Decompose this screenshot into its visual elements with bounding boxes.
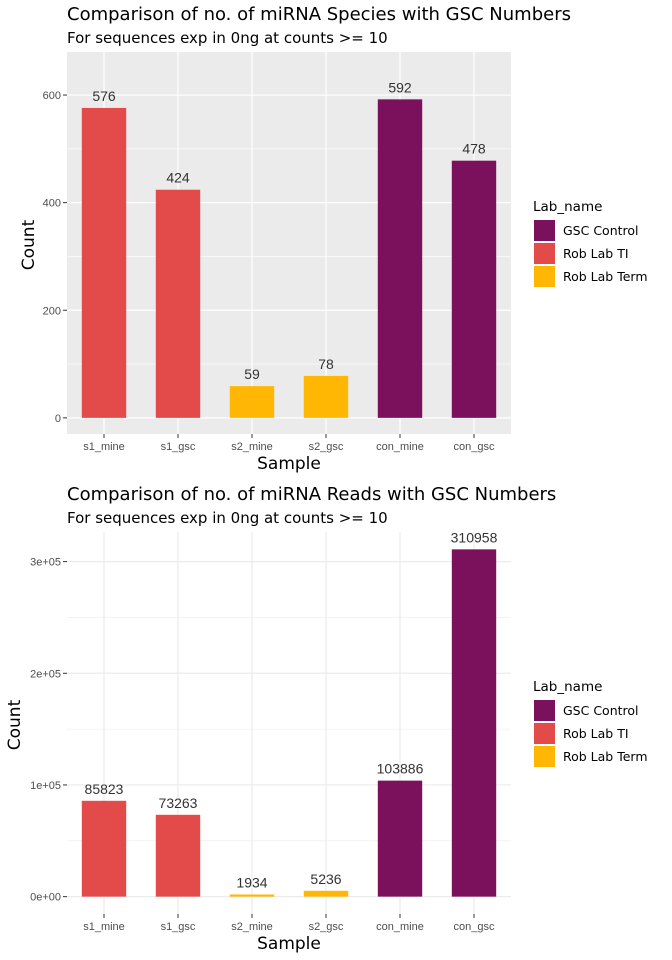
chart-subtitle: For sequences exp in 0ng at counts >= 10: [67, 509, 388, 527]
species-chart-svg: Comparison of no. of miRNA Species with …: [19, 4, 648, 474]
legend: Lab_name GSC Control Rob Lab TI Rob Lab Ter…: [533, 199, 648, 287]
legend-label-1: Rob Lab TI: [563, 246, 629, 261]
y-tick-label: 1e+05: [30, 780, 61, 792]
x-tick-label-con_gsc: con_gsc: [454, 921, 495, 933]
panel-background: [67, 532, 511, 914]
legend-title: Lab_name: [533, 679, 602, 695]
x-tick-label-s1_gsc: s1_gsc: [161, 921, 196, 933]
x-tick-label-s2_mine: s2_mine: [231, 921, 273, 933]
data-label-s1_gsc: 424: [166, 170, 190, 186]
y-tick-label: 2e+05: [30, 668, 61, 680]
chart-title: Comparison of no. of miRNA Reads with GS…: [67, 484, 556, 505]
reads-chart-svg: Comparison of no. of miRNA Reads with GS…: [5, 484, 648, 954]
data-label-s2_gsc: 78: [318, 356, 334, 372]
legend-label-1: Rob Lab TI: [563, 726, 629, 741]
y-tick-label: 0e+00: [30, 892, 61, 904]
bar-s1_mine: [81, 107, 127, 418]
x-tick-label-con_gsc: con_gsc: [454, 441, 495, 453]
legend-key-0: [534, 700, 555, 721]
x-axis-title: Sample: [257, 454, 321, 474]
y-tick-label: 0: [55, 413, 61, 425]
x-tick-label-s1_gsc: s1_gsc: [161, 441, 196, 453]
plot-area: 576 424 59 78 592 478 0 200 400 600 s1_mine s1_gsc s…: [43, 52, 511, 453]
legend-title: Lab_name: [533, 199, 602, 215]
legend-label-0: GSC Control: [563, 703, 639, 718]
chart-title: Comparison of no. of miRNA Species with …: [67, 4, 571, 25]
x-tick-label-s2_mine: s2_mine: [231, 441, 273, 453]
x-axis-title: Sample: [257, 934, 321, 954]
species-chart: Comparison of no. of miRNA Species with …: [19, 4, 648, 474]
data-label-s1_mine: 85823: [85, 781, 124, 797]
bar-con_gsc: [451, 160, 497, 418]
legend-label-2: Rob Lab Term: [563, 269, 648, 284]
legend-key-1: [534, 243, 555, 264]
bar-con_mine: [377, 780, 423, 897]
data-label-s2_gsc: 5236: [310, 871, 341, 887]
bar-s1_mine: [81, 800, 127, 897]
bar-s2_gsc: [303, 375, 349, 418]
bar-con_gsc: [451, 549, 497, 897]
legend-key-1: [534, 723, 555, 744]
data-label-s1_gsc: 73263: [159, 795, 198, 811]
data-label-con_mine: 592: [388, 79, 412, 95]
bar-s1_gsc: [155, 189, 201, 418]
x-tick-label-con_mine: con_mine: [376, 921, 424, 933]
panel-background: [67, 52, 511, 434]
legend-label-0: GSC Control: [563, 223, 639, 238]
bar-con_mine: [377, 99, 423, 418]
data-label-s2_mine: 1934: [236, 874, 267, 890]
bar-s2_gsc: [303, 890, 349, 897]
data-label-s1_mine: 576: [92, 88, 116, 104]
y-axis-title: Count: [5, 699, 25, 750]
x-tick-label-s1_mine: s1_mine: [83, 441, 125, 453]
legend-key-2: [534, 746, 555, 767]
y-axis-title: Count: [19, 219, 39, 270]
x-tick-label-s1_mine: s1_mine: [83, 921, 125, 933]
y-tick-label: 3e+05: [30, 557, 61, 569]
data-label-con_gsc: 478: [462, 141, 486, 157]
legend: Lab_name GSC Control Rob Lab TI Rob Lab Ter…: [533, 679, 648, 767]
x-tick-label-s2_gsc: s2_gsc: [309, 441, 344, 453]
legend-label-2: Rob Lab Term: [563, 749, 648, 764]
bar-s2_mine: [229, 894, 275, 897]
y-tick-label: 600: [43, 90, 61, 102]
y-tick-label: 400: [43, 198, 61, 210]
bar-s1_gsc: [155, 814, 201, 897]
x-tick-label-con_mine: con_mine: [376, 441, 424, 453]
data-label-s2_mine: 59: [244, 366, 260, 382]
bar-s2_mine: [229, 386, 275, 418]
y-tick-label: 200: [43, 305, 61, 317]
data-label-con_mine: 103886: [377, 761, 424, 777]
x-tick-label-s2_gsc: s2_gsc: [309, 921, 344, 933]
legend-key-0: [534, 220, 555, 241]
data-label-con_gsc: 310958: [451, 529, 498, 545]
legend-key-2: [534, 266, 555, 287]
chart-subtitle: For sequences exp in 0ng at counts >= 10: [67, 29, 388, 47]
reads-chart: Comparison of no. of miRNA Reads with GS…: [0, 480, 672, 960]
plot-area: 85823 73263 1934 5236 103886 310958 0e+00 1e+05…: [30, 529, 511, 933]
